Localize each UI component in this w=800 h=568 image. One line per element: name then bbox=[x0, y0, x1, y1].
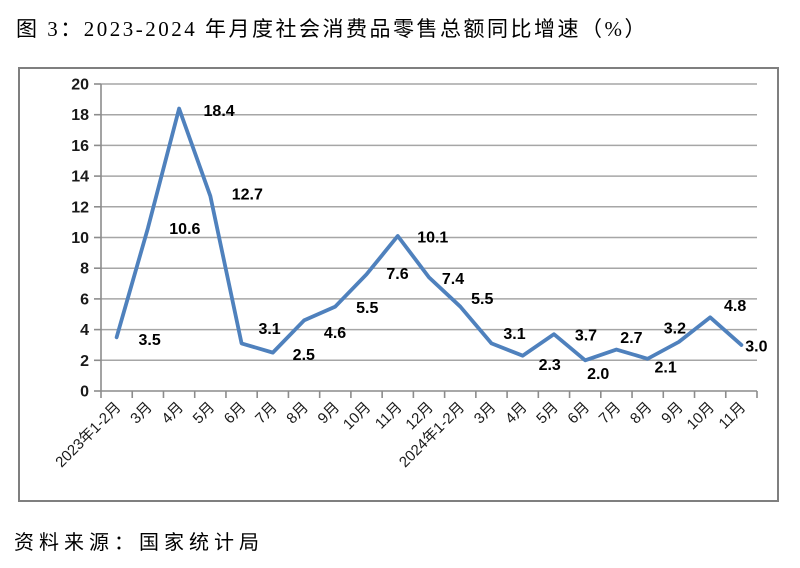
svg-text:2: 2 bbox=[80, 353, 89, 370]
svg-text:12: 12 bbox=[71, 199, 89, 216]
svg-text:16: 16 bbox=[71, 138, 89, 155]
svg-text:6: 6 bbox=[80, 291, 89, 308]
svg-text:3.1: 3.1 bbox=[503, 326, 525, 343]
svg-text:3月: 3月 bbox=[127, 399, 156, 428]
svg-text:4.6: 4.6 bbox=[324, 325, 346, 342]
svg-text:9月: 9月 bbox=[315, 399, 344, 428]
svg-text:12.7: 12.7 bbox=[232, 187, 263, 204]
svg-text:5.5: 5.5 bbox=[471, 291, 493, 308]
svg-text:18: 18 bbox=[71, 107, 89, 124]
svg-text:8月: 8月 bbox=[283, 399, 312, 428]
svg-text:3.0: 3.0 bbox=[745, 338, 767, 355]
svg-text:4月: 4月 bbox=[502, 399, 531, 428]
source-note: 资料来源：国家统计局 bbox=[14, 532, 264, 554]
svg-text:10月: 10月 bbox=[340, 399, 374, 433]
figure-title: 图 3：2023-2024 年月度社会消费品零售总额同比增速（%） bbox=[16, 17, 648, 41]
svg-text:7月: 7月 bbox=[596, 399, 625, 428]
svg-text:5月: 5月 bbox=[190, 399, 219, 428]
svg-text:2.1: 2.1 bbox=[655, 359, 677, 376]
svg-text:7月: 7月 bbox=[252, 399, 281, 428]
svg-text:10月: 10月 bbox=[684, 399, 718, 433]
svg-text:3.7: 3.7 bbox=[575, 328, 597, 345]
svg-text:6月: 6月 bbox=[564, 399, 593, 428]
svg-text:2.7: 2.7 bbox=[620, 330, 642, 347]
svg-text:4月: 4月 bbox=[158, 399, 187, 428]
svg-text:7.6: 7.6 bbox=[386, 266, 408, 283]
svg-text:6月: 6月 bbox=[221, 399, 250, 428]
svg-text:5.5: 5.5 bbox=[356, 300, 378, 317]
svg-text:3.1: 3.1 bbox=[258, 321, 280, 338]
svg-text:5月: 5月 bbox=[533, 399, 562, 428]
svg-text:11月: 11月 bbox=[716, 399, 750, 433]
svg-text:10.6: 10.6 bbox=[169, 221, 200, 238]
svg-text:8月: 8月 bbox=[627, 399, 656, 428]
svg-text:20: 20 bbox=[71, 77, 89, 94]
svg-text:2.0: 2.0 bbox=[587, 366, 609, 383]
svg-text:10: 10 bbox=[71, 230, 89, 247]
svg-text:2023年1-2月: 2023年1-2月 bbox=[52, 399, 124, 471]
svg-text:4: 4 bbox=[80, 322, 89, 339]
svg-text:2.5: 2.5 bbox=[293, 347, 315, 364]
svg-text:18.4: 18.4 bbox=[204, 103, 235, 120]
svg-text:0: 0 bbox=[80, 384, 89, 401]
chart-frame: 0 2 4 6 8 10 12 14 16 18 20 2023年1-2月 3月 4月 5月 6月 7月 8月 9月… bbox=[18, 67, 779, 502]
svg-text:7.4: 7.4 bbox=[442, 271, 464, 288]
svg-text:2.3: 2.3 bbox=[539, 357, 561, 374]
svg-text:4.8: 4.8 bbox=[724, 298, 746, 315]
svg-text:10.1: 10.1 bbox=[417, 229, 448, 246]
svg-text:9月: 9月 bbox=[658, 399, 687, 428]
svg-text:11月: 11月 bbox=[372, 399, 406, 433]
svg-text:14: 14 bbox=[71, 169, 89, 186]
svg-text:3.5: 3.5 bbox=[138, 332, 160, 349]
svg-text:8: 8 bbox=[80, 261, 89, 278]
svg-text:3.2: 3.2 bbox=[664, 320, 686, 337]
svg-text:3月: 3月 bbox=[471, 399, 500, 428]
